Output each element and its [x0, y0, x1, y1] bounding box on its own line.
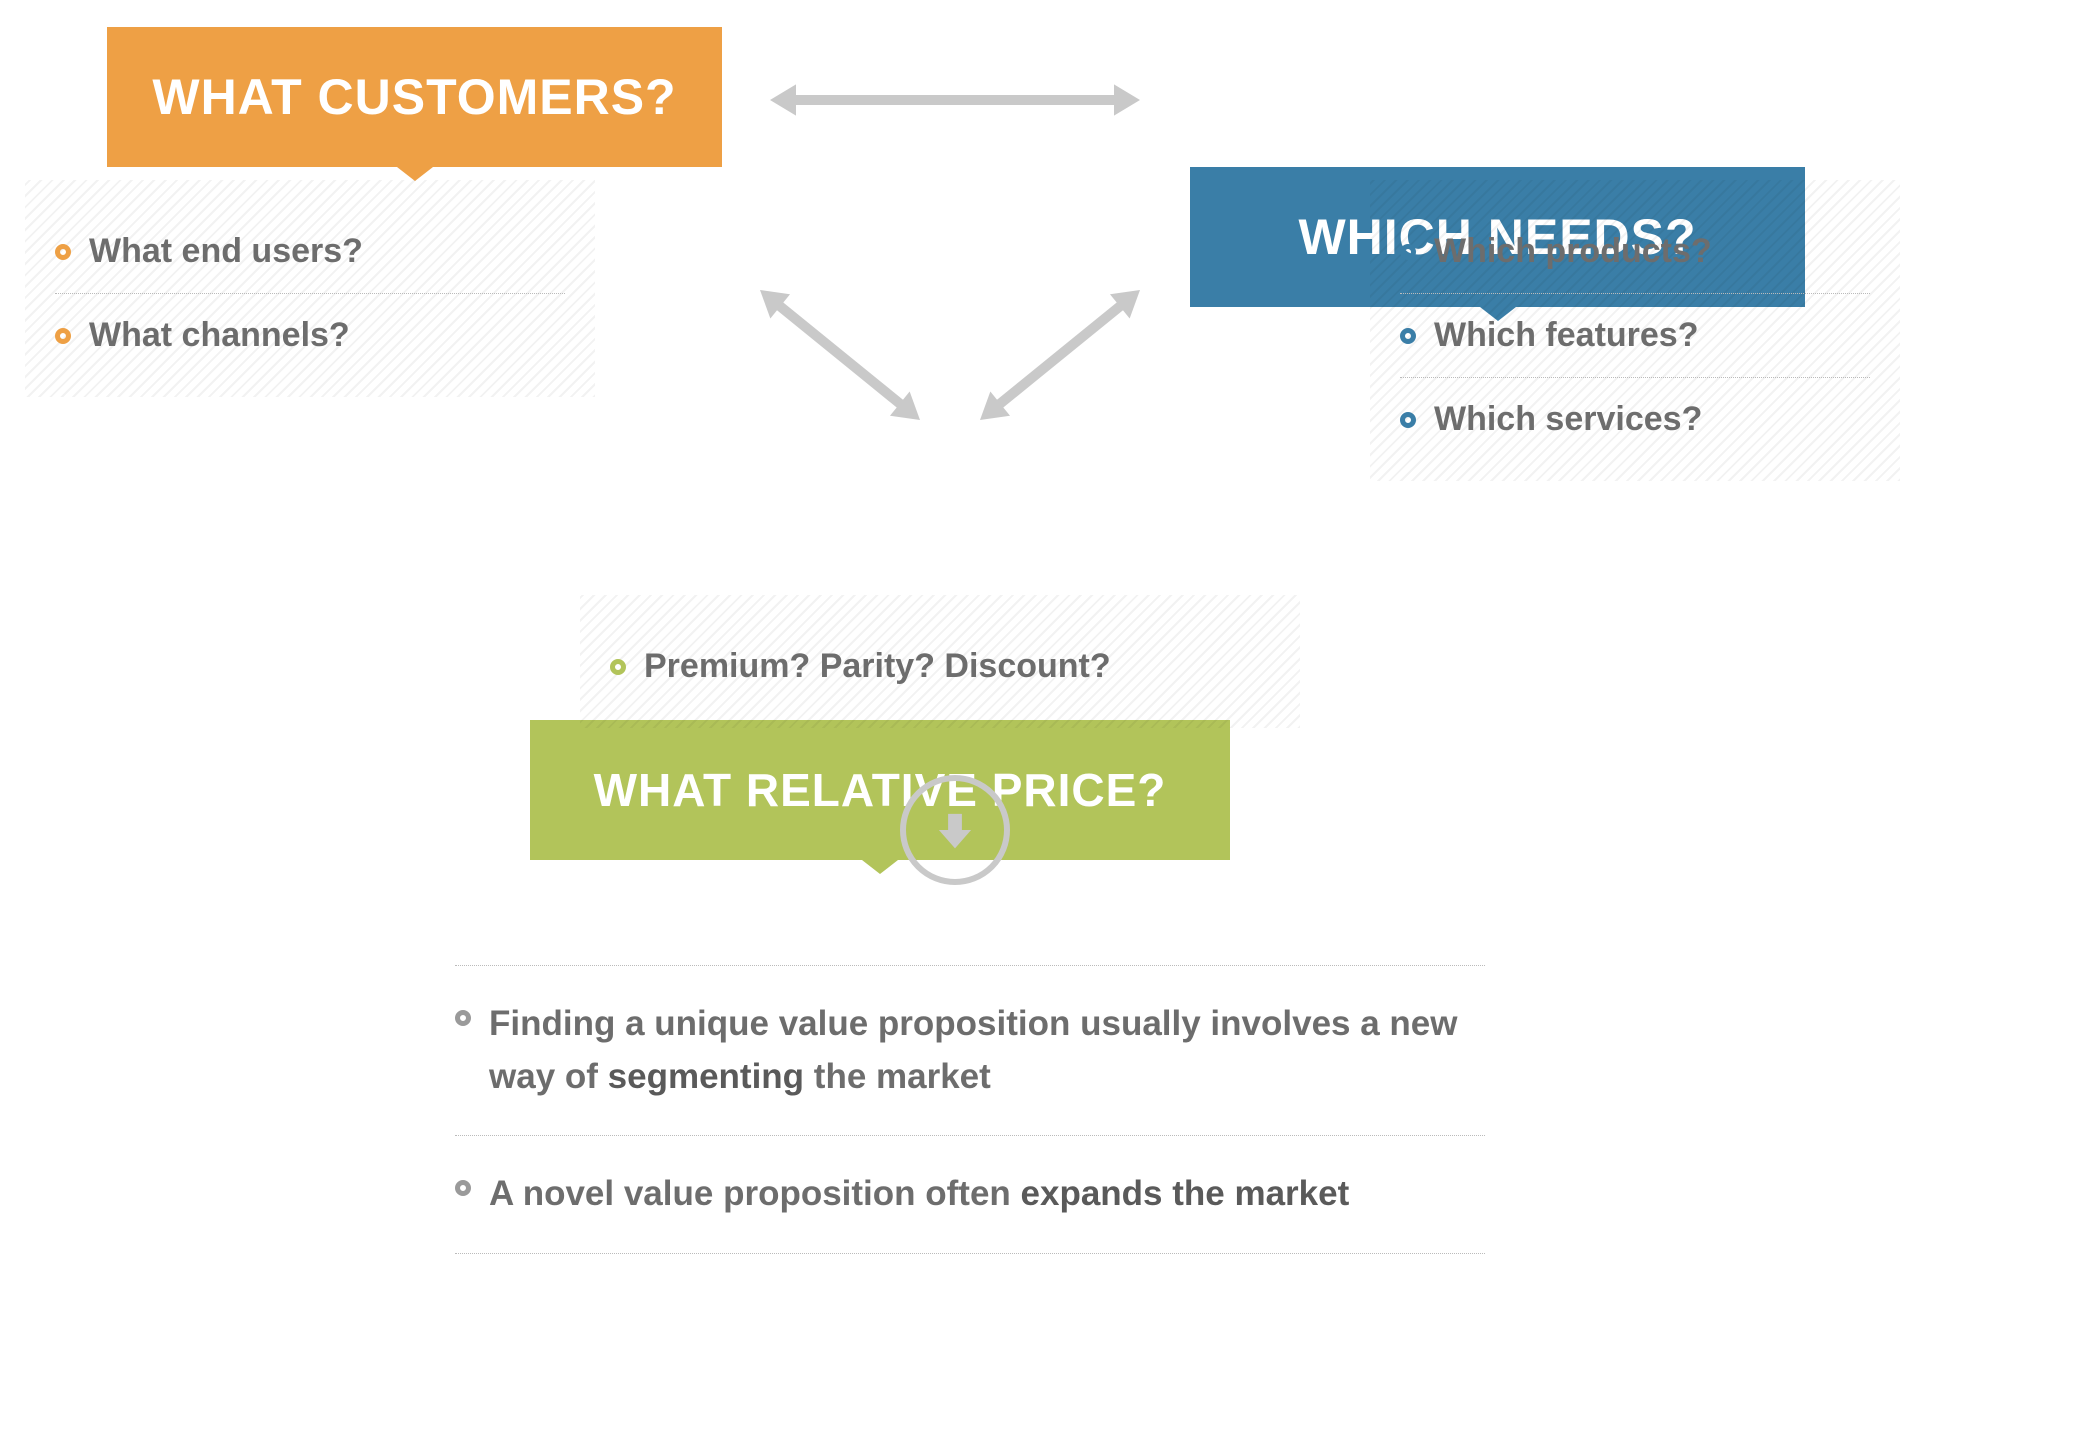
conclusions-bottom-rule [455, 1253, 1485, 1254]
conclusion-item: Finding a unique value proposition usual… [455, 965, 1485, 1135]
bullet-icon [455, 1010, 471, 1026]
list-item-label: Premium? Parity? Discount? [644, 647, 1111, 686]
conclusions-list: Finding a unique value proposition usual… [455, 965, 1485, 1253]
bullet-icon [455, 1180, 471, 1196]
price-title: WHAT RELATIVE PRICE? [594, 763, 1167, 817]
price-header: WHAT RELATIVE PRICE? [530, 720, 1230, 860]
conclusion-item: A novel value proposition often expands … [455, 1135, 1485, 1253]
conclusion-text: Finding a unique value proposition usual… [489, 998, 1485, 1103]
conclusion-text: A novel value proposition often expands … [489, 1168, 1349, 1221]
price-panel: Premium? Parity? Discount? [580, 595, 1300, 728]
bullet-icon [610, 659, 626, 675]
list-item: Premium? Parity? Discount? [610, 625, 1270, 708]
down-arrow-icon [900, 775, 1010, 885]
connector-arrows [0, 0, 2091, 600]
